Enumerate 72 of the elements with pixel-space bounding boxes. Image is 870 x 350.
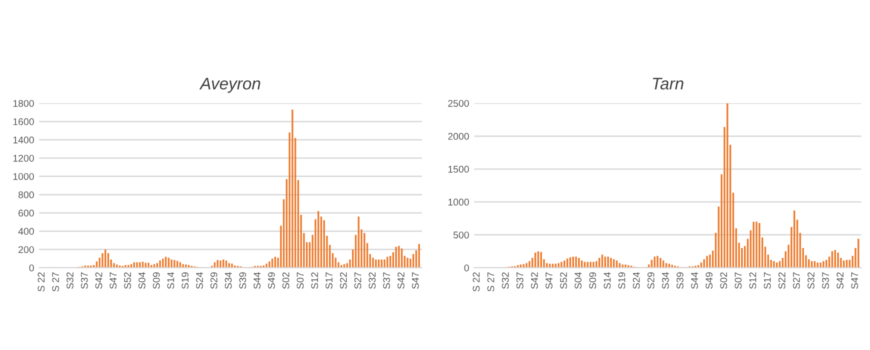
- x-tick-label: S42: [531, 272, 538, 289]
- y-tick-label: 1200: [13, 154, 34, 162]
- y-tick-label: 500: [453, 232, 469, 238]
- x-tick-label: S52: [560, 272, 567, 289]
- x-tick-label: S29: [647, 272, 654, 289]
- x-tick-label: S44: [691, 272, 698, 289]
- x-tick-label: S02: [720, 272, 728, 289]
- x-tick-label: S52: [124, 272, 131, 289]
- x-tick-label: S39: [239, 272, 246, 289]
- x-tick-label: S09: [589, 272, 596, 289]
- x-tick-label: S19: [618, 272, 626, 289]
- y-tick-label: 0: [29, 264, 34, 272]
- x-tick-label: S47: [110, 272, 117, 289]
- x-tick-label: S47: [546, 272, 552, 289]
- x-tick-label: S14: [167, 272, 174, 289]
- y-tick-label: 0: [464, 264, 469, 272]
- x-tick-label: S 22: [472, 272, 480, 292]
- x-tick-label: S09: [152, 272, 160, 289]
- x-tick-label: S17: [764, 272, 771, 289]
- x-tick-label: S22: [340, 272, 347, 289]
- x-tick-label: S19: [182, 272, 189, 289]
- x-tick-label: S32: [66, 272, 74, 289]
- x-tick-label: S29: [210, 272, 218, 289]
- x-tick-label: S42: [398, 272, 404, 289]
- y-tick-label: 600: [18, 210, 34, 217]
- x-tick-label: S34: [224, 272, 232, 289]
- x-tick-label: S24: [196, 272, 203, 289]
- y-tick-label: 400: [18, 228, 34, 235]
- x-tick-label: S34: [662, 272, 669, 289]
- y-tick-label: 1000: [13, 173, 34, 180]
- x-tick-label: S42: [95, 272, 102, 289]
- x-tick-label: S47: [851, 272, 858, 289]
- y-tick-label: 800: [18, 191, 34, 198]
- x-tick-label: S49: [706, 272, 713, 289]
- y-tick-label: 2500: [448, 100, 469, 107]
- y-tick-label: 2000: [448, 132, 469, 140]
- x-tick-label: S32: [808, 272, 814, 289]
- x-tick-label: S07: [296, 272, 304, 289]
- x-tick-label: S37: [516, 272, 524, 289]
- y-tick-label: 200: [18, 246, 34, 254]
- x-tick-label: S49: [268, 272, 275, 289]
- x-tick-label: S 27: [52, 272, 60, 292]
- x-tick-label: S14: [604, 272, 611, 289]
- x-tick-label: S44: [254, 272, 261, 289]
- y-tick-label: 1800: [13, 100, 34, 107]
- y-tick-label: 1600: [13, 118, 34, 126]
- x-tick-label: S27: [792, 272, 800, 289]
- x-tick-label: S32: [502, 272, 509, 289]
- x-tick-label: S04: [138, 272, 146, 289]
- chart-title: Aveyron: [199, 78, 260, 93]
- x-tick-label: S02: [282, 272, 290, 289]
- x-tick-label: S37: [822, 272, 829, 289]
- x-tick-label: S 27: [487, 272, 494, 292]
- x-tick-label: S47: [412, 272, 419, 289]
- y-tick-label: 1000: [448, 198, 469, 206]
- x-tick-label: S24: [632, 272, 640, 289]
- x-tick-label: S27: [354, 272, 362, 289]
- x-tick-label: S07: [734, 272, 742, 289]
- x-tick-label: S37: [80, 272, 88, 289]
- x-tick-label: S04: [574, 272, 582, 289]
- x-tick-label: S12: [749, 272, 756, 289]
- x-tick-label: S17: [326, 272, 332, 289]
- x-tick-label: S42: [836, 272, 844, 289]
- x-tick-label: S 22: [38, 272, 45, 292]
- x-tick-label: S12: [311, 272, 318, 289]
- x-tick-label: S32: [368, 272, 376, 289]
- y-tick-label: 1400: [13, 136, 34, 144]
- x-tick-label: S39: [676, 272, 684, 289]
- x-tick-label: S22: [778, 272, 786, 289]
- chart-title: Tarn: [652, 78, 684, 90]
- x-tick-label: S37: [383, 272, 390, 289]
- y-tick-label: 1500: [448, 166, 469, 173]
